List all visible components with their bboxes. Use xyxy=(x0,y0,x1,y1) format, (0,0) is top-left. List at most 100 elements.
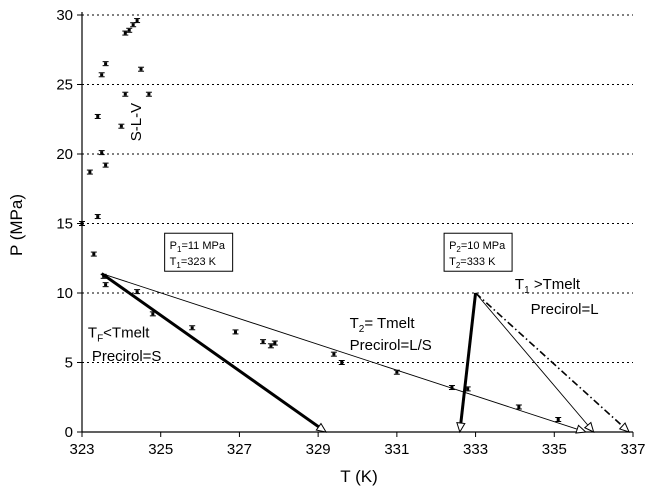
y-axis-label: P (MPa) xyxy=(7,194,26,256)
data-point xyxy=(90,251,97,257)
data-point xyxy=(134,18,141,24)
label-main: T xyxy=(350,315,359,332)
x-tick-label: 337 xyxy=(620,441,645,458)
point-marker xyxy=(96,215,100,219)
label-main: T xyxy=(88,324,97,341)
x-tick-label: 335 xyxy=(542,441,567,458)
point-marker xyxy=(135,19,139,23)
data-point xyxy=(271,340,278,346)
data-point xyxy=(94,214,101,220)
point-marker xyxy=(104,283,108,287)
data-point xyxy=(126,27,133,33)
data-point xyxy=(464,386,471,392)
y-tick-label: 15 xyxy=(56,216,73,233)
label-rest: =333 K xyxy=(460,256,496,268)
label-subscript: 2 xyxy=(359,324,365,335)
annotation-label: Precirol=L xyxy=(531,301,599,318)
label-rest: <Tmelt xyxy=(103,324,150,341)
point-marker xyxy=(92,252,96,256)
point-marker xyxy=(233,330,237,334)
axes xyxy=(77,12,634,437)
label-rest: =10 MPa xyxy=(461,240,506,252)
condition-text: P1=11 MPa xyxy=(170,240,226,254)
label-subscript: 1 xyxy=(177,245,182,254)
condition-text: P2=10 MPa xyxy=(449,240,506,254)
data-point xyxy=(338,360,345,365)
data-point xyxy=(393,369,400,375)
data-point xyxy=(79,221,85,226)
region-label: S-L-V xyxy=(128,103,145,141)
point-marker xyxy=(261,340,265,344)
annotation-label: T1 >Tmelt xyxy=(515,276,581,296)
data-points xyxy=(79,18,562,422)
label-main: P xyxy=(449,240,456,252)
label-subscript: 2 xyxy=(456,245,461,254)
point-marker xyxy=(139,67,143,71)
data-point xyxy=(260,339,267,345)
point-marker xyxy=(147,92,151,96)
label-rest: =11 MPa xyxy=(181,240,225,252)
point-marker xyxy=(269,344,273,348)
point-marker xyxy=(135,290,139,294)
point-marker xyxy=(104,163,108,167)
x-tick-label: 327 xyxy=(227,441,252,458)
data-point xyxy=(138,66,145,72)
trend-line xyxy=(475,292,589,426)
condition-text: T1=323 K xyxy=(170,256,217,270)
point-marker xyxy=(190,326,194,330)
tick-labels: 0 5 10 15 20 25 30 323 325 327 329 331 333 335 337 xyxy=(56,7,645,458)
y-tick-label: 5 xyxy=(65,355,73,372)
x-tick-label: 323 xyxy=(69,441,94,458)
y-tick-label: 10 xyxy=(56,285,73,302)
point-marker xyxy=(151,312,155,316)
data-point xyxy=(145,91,152,97)
point-marker xyxy=(102,274,106,278)
label-rest: =323 K xyxy=(181,256,217,268)
data-point xyxy=(555,416,562,422)
data-point xyxy=(134,289,141,295)
condition-box xyxy=(443,232,513,272)
data-point xyxy=(330,351,337,357)
label-main: T xyxy=(170,256,177,268)
trend-lines xyxy=(100,272,630,434)
data-point xyxy=(515,404,522,410)
annotation-label: Precirol=S xyxy=(92,348,162,365)
trend-line xyxy=(475,292,623,427)
arrowhead xyxy=(456,422,466,434)
annotation-label: Precirol=L/S xyxy=(350,337,432,354)
grid-lines xyxy=(82,14,633,363)
point-marker xyxy=(123,92,127,96)
point-marker xyxy=(450,386,454,390)
point-marker xyxy=(127,28,131,32)
point-marker xyxy=(80,222,84,225)
data-point xyxy=(118,123,125,129)
y-tick-label: 30 xyxy=(56,7,73,24)
data-point xyxy=(98,72,105,78)
data-point xyxy=(100,273,107,279)
condition-box xyxy=(164,232,234,272)
data-point xyxy=(102,162,109,168)
data-point xyxy=(122,91,129,97)
point-marker xyxy=(517,405,521,409)
point-marker xyxy=(96,114,100,118)
point-marker xyxy=(332,352,336,356)
point-marker xyxy=(395,370,399,374)
condition-text: T2=333 K xyxy=(449,256,496,270)
arrowhead xyxy=(575,424,587,434)
y-tick-label: 25 xyxy=(56,77,73,94)
point-marker xyxy=(340,361,344,364)
arrowhead xyxy=(583,421,595,433)
trend-line xyxy=(459,292,478,424)
data-point xyxy=(94,113,101,119)
label-subscript: 2 xyxy=(456,261,461,270)
point-marker xyxy=(466,387,470,391)
point-marker xyxy=(104,62,108,66)
label-rest: = Tmelt xyxy=(364,315,415,332)
label-rest: >Tmelt xyxy=(530,276,581,293)
arrowhead xyxy=(315,422,328,433)
x-axis-label: T (K) xyxy=(340,467,377,486)
point-marker xyxy=(556,417,560,421)
data-point xyxy=(98,150,105,156)
